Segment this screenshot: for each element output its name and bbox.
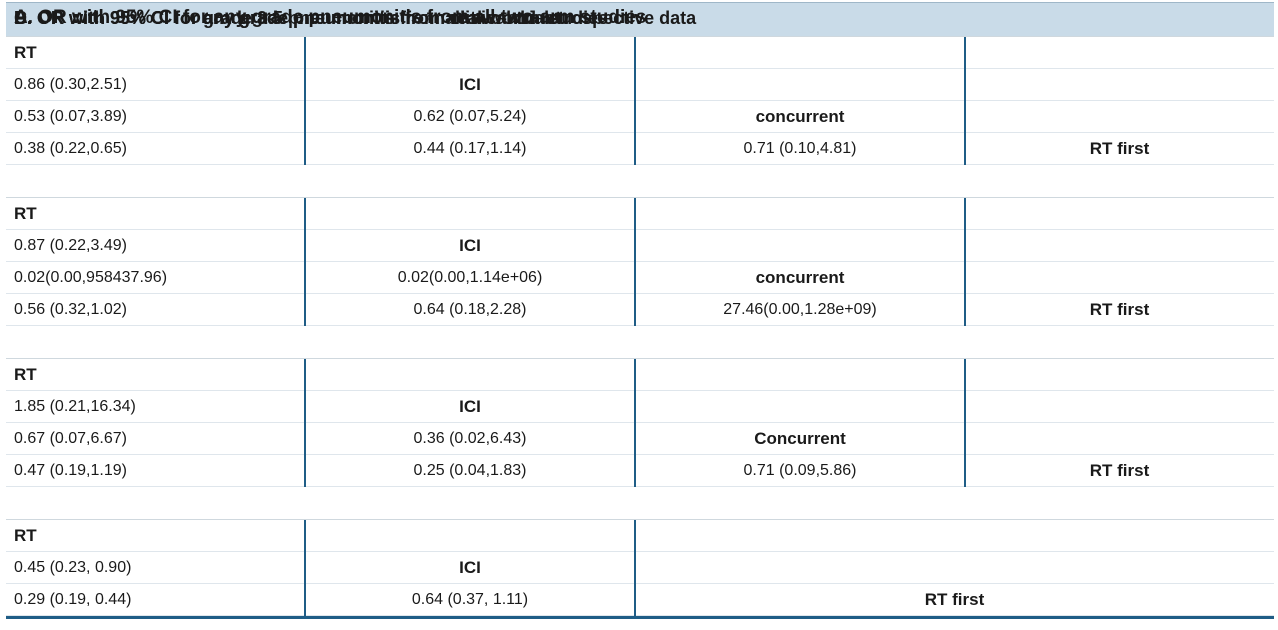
table-row: 0.87 (0.22,3.49) ICI [6,230,1274,262]
or-value: 0.87 (0.22,3.49) [14,237,127,254]
or-value: 0.86 (0.30,2.51) [14,76,127,93]
table-row: RT [6,37,1274,69]
diagonal-label: Concurrent [754,429,846,448]
section-title: C. OR with 95% CI for any grade pneumoni… [14,8,560,28]
or-value: 0.44 (0.17,1.14) [413,140,527,157]
table-row: 0.45 (0.23, 0.90) ICI [6,552,1274,584]
diagonal-label: ICI [459,397,481,416]
diagonal-label: RT [14,526,37,545]
table-row: 0.67 (0.07,6.67) 0.36 (0.02,6.43) Concur… [6,423,1274,455]
or-value: 0.71 (0.10,4.81) [743,140,857,157]
or-value: 0.25 (0.04,1.83) [413,462,527,479]
section-title: A. OR with 95% CI for any grade pneumoni… [14,7,647,28]
or-value: 1.85 (0.21,16.34) [14,398,136,415]
or-value: 0.36 (0.02,6.43) [413,430,527,447]
diagonal-label: RT first [1089,300,1150,319]
table-bottom-rule [6,616,1274,619]
section-b-title-row: B. OR with 95% CI for grade 3-5 pneumoni… [6,8,1274,198]
or-value: 0.45 (0.23, 0.90) [14,559,132,576]
or-value: 0.62 (0.07,5.24) [413,108,527,125]
table-row: RT [6,359,1274,391]
or-value: 0.29 (0.19, 0.44) [14,591,132,608]
table-row: 0.56 (0.32,1.02) 0.64 (0.18,2.28) 27.46(… [6,294,1274,326]
diagonal-label: ICI [459,236,481,255]
table-row: 0.38 (0.22,0.65) 0.44 (0.17,1.14) 0.71 (… [6,133,1274,165]
table-row: 0.47 (0.19,1.19) 0.25 (0.04,1.83) 0.71 (… [6,455,1274,487]
diagonal-label: concurrent [755,268,845,287]
or-value: 0.67 (0.07,6.67) [14,430,127,447]
or-value: 0.56 (0.32,1.02) [14,301,127,318]
diagonal-label: RT [14,204,37,223]
or-value: 0.47 (0.19,1.19) [14,462,127,479]
diagonal-label: RT [14,365,37,384]
or-value: 0.53 (0.07,3.89) [14,108,127,125]
table-row: RT [6,198,1274,230]
section-title: D. OR with 95% CI for any grade pneumoni… [14,8,697,28]
diagonal-label: ICI [459,75,481,94]
diagonal-label: RT first [924,590,985,609]
or-value: 27.46(0.00,1.28e+09) [723,301,877,318]
section-d-title-row: D. OR with 95% CI for any grade pneumoni… [6,8,1274,520]
or-value: 0.64 (0.37, 1.11) [411,591,529,608]
diagonal-label: concurrent [755,107,845,126]
or-value: 0.64 (0.18,2.28) [413,301,527,318]
section-title: B. OR with 95% CI for grade 3-5 pneumoni… [14,8,609,28]
table-row: RT [6,520,1274,552]
diagonal-label: ICI [459,558,481,577]
table-row: 0.53 (0.07,3.89) 0.62 (0.07,5.24) concur… [6,101,1274,133]
table-row: 0.02(0.00,958437.96) 0.02(0.00,1.14e+06)… [6,262,1274,294]
table-row: 0.29 (0.19, 0.44) 0.64 (0.37, 1.11) RT f… [6,584,1274,616]
diagonal-label: RT first [1089,461,1150,480]
table-row: 0.86 (0.30,2.51) ICI [6,69,1274,101]
section-c-title-row: C. OR with 95% CI for any grade pneumoni… [6,8,1274,359]
section-a-title-row: A. OR with 95% CI for any grade pneumoni… [6,2,1274,37]
or-value: 0.02(0.00,1.14e+06) [397,269,543,286]
table-row: 1.85 (0.21,16.34) ICI [6,391,1274,423]
diagonal-label: RT [14,43,37,62]
or-value: 0.38 (0.22,0.65) [14,140,127,157]
or-value: 0.71 (0.09,5.86) [743,462,857,479]
diagonal-label: RT first [1089,139,1150,158]
pneumonitis-or-table: A. OR with 95% CI for any grade pneumoni… [6,2,1274,619]
or-value: 0.02(0.00,958437.96) [14,269,168,286]
